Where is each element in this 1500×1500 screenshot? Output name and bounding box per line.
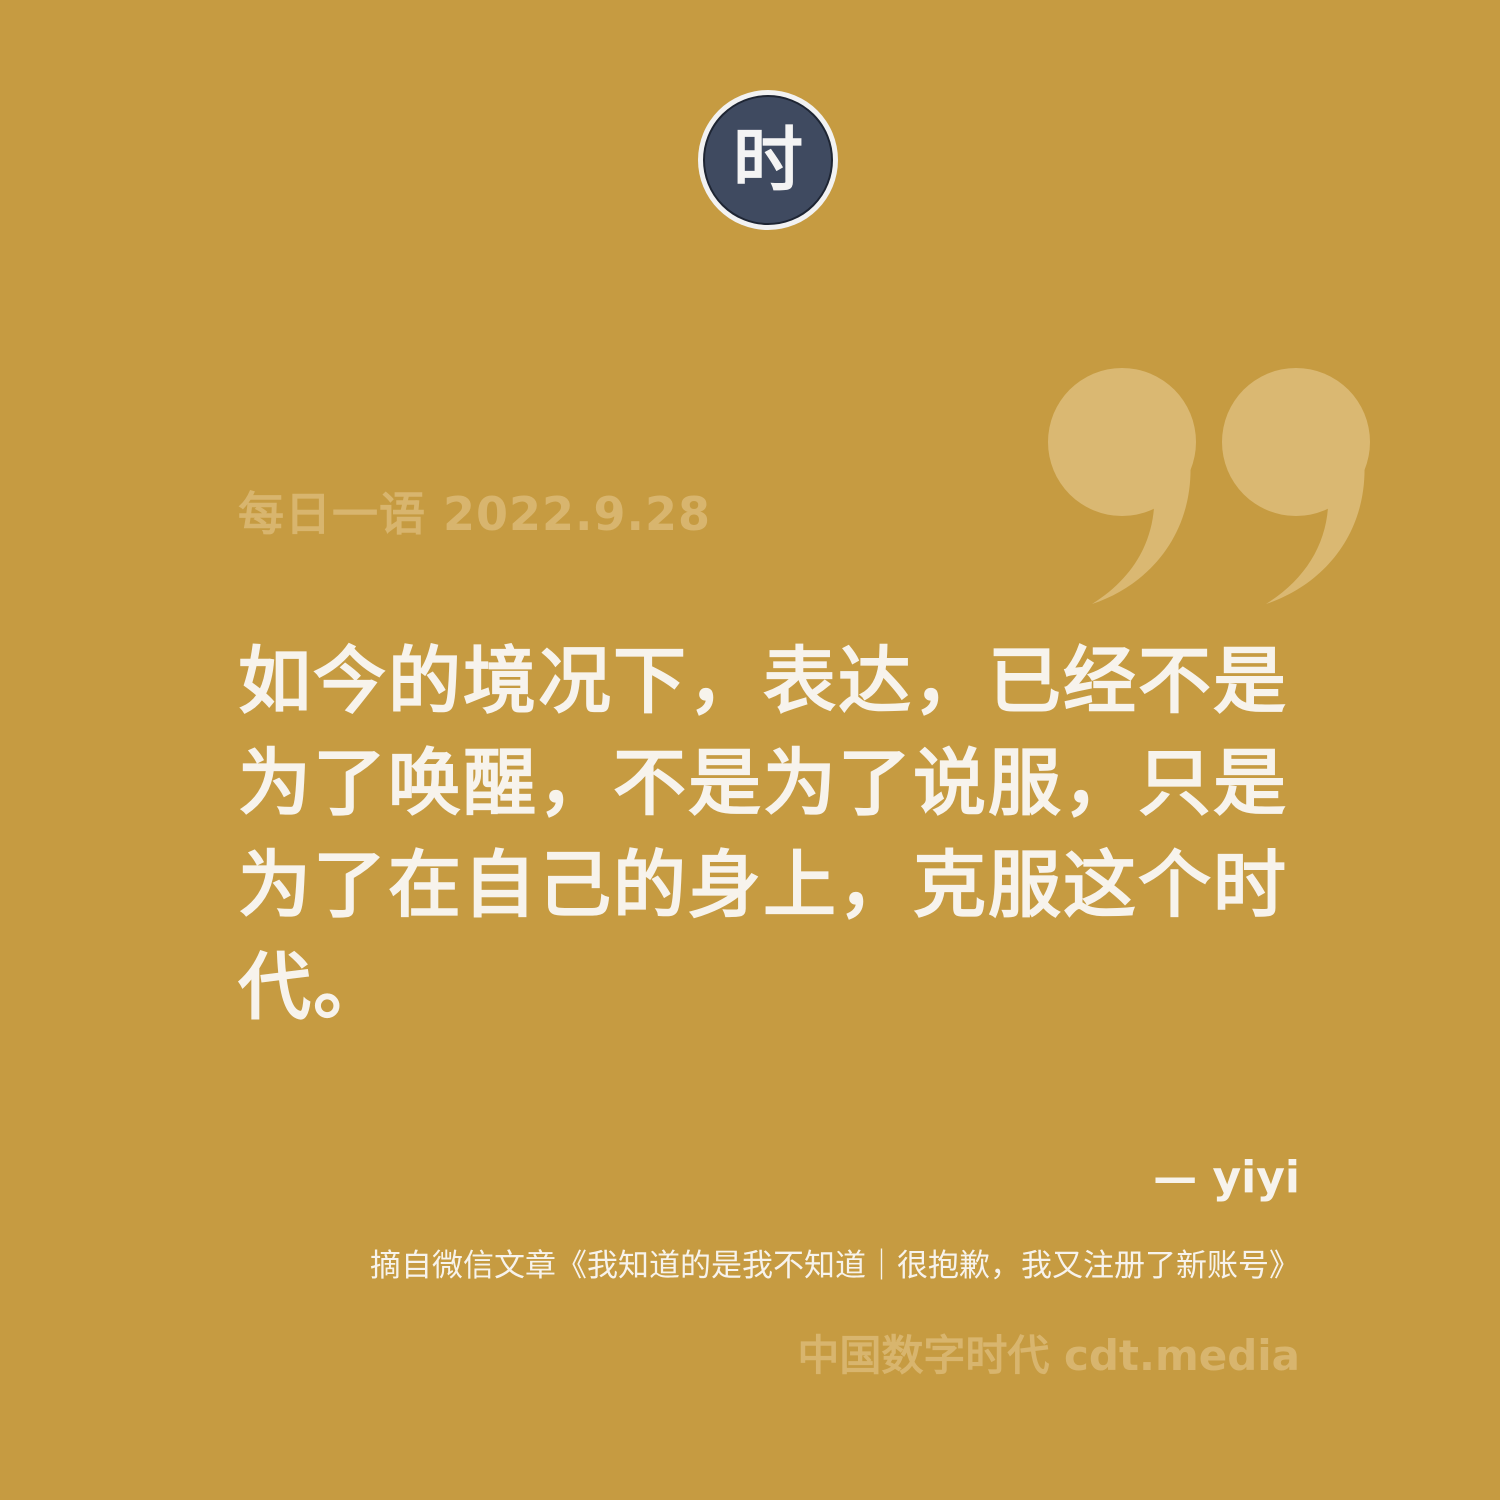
cdt-seal-logo-icon: 时 <box>696 88 840 232</box>
closing-quote-icon <box>1040 360 1385 605</box>
svg-text:时: 时 <box>733 118 803 201</box>
date-label: 每日一语 2022.9.28 <box>238 487 712 541</box>
quote-text: 如今的境况下，表达，已经不是为了唤醒，不是为了说服，只是为了在自己的身上，克服这… <box>238 638 1288 1030</box>
brand-footer: 中国数字时代 cdt.media <box>797 1331 1300 1380</box>
quote-source: 摘自微信文章《我知道的是我不知道｜很抱歉，我又注册了新账号》 <box>370 1248 1300 1284</box>
quote-author: — yiyi <box>1153 1152 1300 1203</box>
